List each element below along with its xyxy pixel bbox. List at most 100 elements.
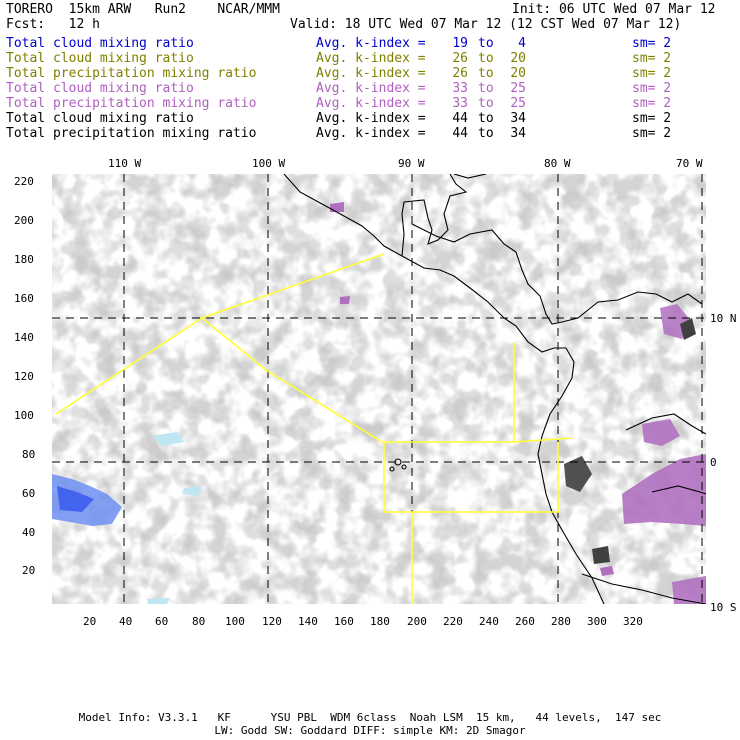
- valid-time: Valid: 18 UTC Wed 07 Mar 12 (12 CST Wed …: [290, 17, 682, 32]
- legend-kindex-high: 33: [452, 96, 468, 111]
- cloud-core-field: [52, 174, 706, 604]
- legend-row: Total cloud mixing ratio Avg. k-index = …: [6, 111, 734, 126]
- model-info-line2: LW: Godd SW: Goddard DIFF: simple KM: 2D…: [214, 724, 526, 737]
- x-tick-label: 120: [262, 615, 282, 628]
- legend-kindex-high: 26: [452, 66, 468, 81]
- legend-avg-label: Avg. k-index =: [316, 81, 426, 96]
- low-kindex-cloud: [57, 486, 94, 512]
- x-tick-label: 260: [515, 615, 535, 628]
- legend-kindex-low: 20: [510, 66, 526, 81]
- legend-kindex-low: 25: [510, 81, 526, 96]
- legend-smoothing: sm= 2: [632, 66, 672, 81]
- legend-to: to: [478, 96, 494, 111]
- legend-kindex-low: 34: [510, 111, 526, 126]
- lat-label: 10 N: [710, 312, 737, 325]
- legend-smoothing: sm= 2: [632, 51, 672, 66]
- y-tick-label: 40: [22, 526, 36, 539]
- y-tick-label: 180: [14, 253, 34, 266]
- x-tick-label: 300: [587, 615, 607, 628]
- y-tick-label: 220: [14, 175, 34, 188]
- forecast-hour: Fcst: 12 h: [6, 17, 100, 32]
- legend-kindex-low: 4: [518, 36, 526, 51]
- legend-kindex-high: 19: [452, 36, 468, 51]
- high-kindex-cloud: [622, 454, 706, 526]
- lon-label: 110 W: [108, 157, 142, 170]
- lon-label: 100 W: [252, 157, 286, 170]
- x-tick-label: 320: [623, 615, 643, 628]
- high-kindex-cloud: [642, 419, 680, 446]
- model-run-title: TORERO 15km ARW Run2 NCAR/MMM: [6, 2, 280, 17]
- legend-label: Total cloud mixing ratio: [6, 51, 194, 66]
- legend-avg-label: Avg. k-index =: [316, 36, 426, 51]
- y-tick-label: 80: [22, 448, 36, 461]
- legend-to: to: [478, 111, 494, 126]
- legend-row: Total cloud mixing ratio Avg. k-index = …: [6, 36, 734, 51]
- legend-to: to: [478, 66, 494, 81]
- light-cloud-patch: [147, 598, 170, 604]
- x-tick-label: 100: [225, 615, 245, 628]
- x-tick-label: 240: [479, 615, 499, 628]
- forecast-map: [52, 174, 706, 604]
- y-tick-label: 60: [22, 487, 36, 500]
- convective-core: [564, 456, 592, 492]
- legend-label: Total precipitation mixing ratio: [6, 126, 257, 141]
- x-tick-label: 200: [407, 615, 427, 628]
- legend-to: to: [478, 81, 494, 96]
- legend-label: Total cloud mixing ratio: [6, 111, 194, 126]
- legend-kindex-high: 26: [452, 51, 468, 66]
- model-info-line1: Model Info: V3.3.1 KF YSU PBL WDM 6class…: [78, 711, 662, 724]
- high-kindex-cloud: [330, 202, 344, 212]
- high-kindex-cloud: [672, 576, 706, 604]
- legend-smoothing: sm= 2: [632, 36, 672, 51]
- legend-label: Total precipitation mixing ratio: [6, 66, 257, 81]
- graticule: [52, 174, 706, 604]
- legend-row: Total cloud mixing ratio Avg. k-index = …: [6, 81, 734, 96]
- legend-kindex-low: 25: [510, 96, 526, 111]
- x-tick-label: 60: [155, 615, 169, 628]
- coastline: [283, 174, 706, 604]
- legend-row: Total precipitation mixing ratio Avg. k-…: [6, 126, 734, 141]
- lat-label: 0: [710, 456, 717, 469]
- x-tick-label: 220: [443, 615, 463, 628]
- legend-label: Total cloud mixing ratio: [6, 36, 194, 51]
- convective-core: [592, 546, 610, 564]
- lon-label: 90 W: [398, 157, 425, 170]
- lon-label: 70 W: [676, 157, 703, 170]
- lat-label: 10 S: [710, 601, 737, 614]
- x-tick-label: 80: [192, 615, 206, 628]
- legend-row: Total precipitation mixing ratio Avg. k-…: [6, 96, 734, 111]
- legend-to: to: [478, 126, 494, 141]
- legend-label: Total cloud mixing ratio: [6, 81, 194, 96]
- y-tick-label: 140: [14, 331, 34, 344]
- legend-kindex-high: 44: [452, 111, 468, 126]
- x-tick-label: 160: [334, 615, 354, 628]
- legend-avg-label: Avg. k-index =: [316, 126, 426, 141]
- legend-avg-label: Avg. k-index =: [316, 111, 426, 126]
- y-tick-label: 160: [14, 292, 34, 305]
- legend-smoothing: sm= 2: [632, 96, 672, 111]
- x-tick-label: 20: [83, 615, 97, 628]
- legend-avg-label: Avg. k-index =: [316, 96, 426, 111]
- x-tick-label: 40: [119, 615, 133, 628]
- y-tick-label: 100: [14, 409, 34, 422]
- legend-smoothing: sm= 2: [632, 81, 672, 96]
- legend-avg-label: Avg. k-index =: [316, 51, 426, 66]
- legend-row: Total cloud mixing ratio Avg. k-index = …: [6, 51, 734, 66]
- high-kindex-cloud: [340, 296, 350, 304]
- legend-to: to: [478, 51, 494, 66]
- y-tick-label: 200: [14, 214, 34, 227]
- x-tick-label: 140: [298, 615, 318, 628]
- legend-smoothing: sm= 2: [632, 111, 672, 126]
- high-kindex-cloud: [600, 566, 614, 576]
- lon-label: 80 W: [544, 157, 571, 170]
- x-tick-label: 280: [551, 615, 571, 628]
- legend-label: Total precipitation mixing ratio: [6, 96, 257, 111]
- domain-boxes: [55, 253, 573, 604]
- convective-core: [680, 318, 696, 340]
- x-tick-label: 180: [370, 615, 390, 628]
- legend-kindex-high: 44: [452, 126, 468, 141]
- legend-to: to: [478, 36, 494, 51]
- init-time: Init: 06 UTC Wed 07 Mar 12: [512, 2, 716, 17]
- light-cloud-patch: [182, 486, 202, 496]
- legend-smoothing: sm= 2: [632, 126, 672, 141]
